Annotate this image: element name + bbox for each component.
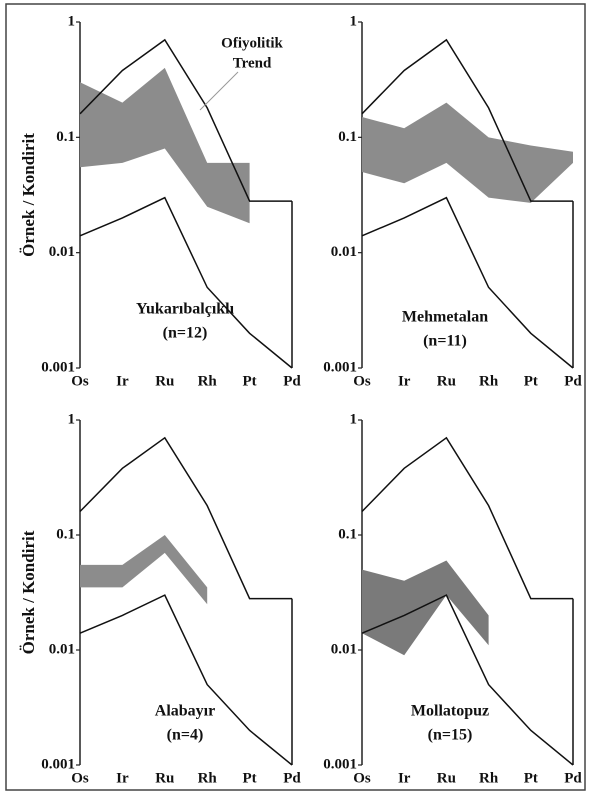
y-tick-label: 0.01 <box>49 641 75 657</box>
x-tick-label: Pt <box>524 770 538 786</box>
x-tick-label: Ru <box>437 373 456 389</box>
x-tick-label: Ir <box>116 770 129 786</box>
y-axis-label: Örnek / Kondirit <box>19 530 38 654</box>
x-tick-label: Pt <box>243 373 257 389</box>
y-tick-label: 0.01 <box>331 641 357 657</box>
trend-lower <box>361 196 574 369</box>
y-tick-label: 1 <box>68 411 76 427</box>
annotation-leader <box>199 71 239 111</box>
x-tick-label: Ir <box>398 373 411 389</box>
x-tick-label: Ir <box>398 770 411 786</box>
panel-label: Yukarıbalçıklı <box>136 301 235 318</box>
x-tick-label: Pt <box>243 770 257 786</box>
x-tick-label: Rh <box>479 770 499 786</box>
x-tick-label: Os <box>353 770 371 786</box>
x-tick-label: Ru <box>437 770 456 786</box>
x-tick-label: Rh <box>198 373 218 389</box>
y-tick-label: 0.001 <box>323 756 357 772</box>
panel-label: (n=11) <box>423 333 467 350</box>
y-tick-label: 1 <box>350 411 358 427</box>
panel-label: (n=12) <box>163 325 208 342</box>
x-tick-label: Pd <box>564 770 582 786</box>
y-tick-label: 1 <box>350 13 358 29</box>
trend-upper <box>361 436 573 600</box>
x-tick-label: Rh <box>479 373 499 389</box>
y-axis-label: Örnek / Kondirit <box>19 133 38 257</box>
panel-label: (n=4) <box>167 727 204 744</box>
x-tick-label: Ru <box>155 770 174 786</box>
x-tick-label: Ru <box>155 373 174 389</box>
annotation: Trend <box>233 55 272 71</box>
x-tick-label: Ir <box>116 373 129 389</box>
x-tick-label: Os <box>353 373 371 389</box>
y-tick-label: 1 <box>68 13 76 29</box>
sample-band <box>362 560 489 656</box>
trend-lower <box>79 196 293 369</box>
sample-band <box>362 102 573 203</box>
y-tick-label: 0.1 <box>338 526 357 542</box>
sample-band <box>80 67 250 224</box>
trend-lower <box>361 594 574 766</box>
trend-upper <box>79 436 292 600</box>
panel-label: Mollatopuz <box>411 703 489 720</box>
x-tick-label: Pd <box>564 373 582 389</box>
x-tick-label: Pd <box>283 373 301 389</box>
y-tick-label: 0.001 <box>41 756 75 772</box>
trend-upper <box>361 38 573 202</box>
sample-band <box>80 535 208 605</box>
x-tick-label: Os <box>71 373 89 389</box>
y-tick-label: 0.001 <box>41 359 75 375</box>
panel-label: Mehmetalan <box>402 309 488 326</box>
y-tick-label: 0.01 <box>331 244 357 260</box>
x-tick-label: Pd <box>283 770 301 786</box>
x-tick-label: Rh <box>198 770 218 786</box>
trend-upper <box>79 38 292 202</box>
trend-lower <box>79 594 293 766</box>
y-tick-label: 0.1 <box>56 129 75 145</box>
y-tick-label: 0.1 <box>338 129 357 145</box>
x-tick-label: Os <box>71 770 89 786</box>
y-tick-label: 0.001 <box>323 359 357 375</box>
panel-label: Alabayır <box>155 703 215 720</box>
figure-frame <box>5 3 586 791</box>
panel-label: (n=15) <box>428 727 473 744</box>
y-tick-label: 0.1 <box>56 526 75 542</box>
annotation: Ofiyolitik <box>221 35 283 51</box>
x-tick-label: Pt <box>524 373 538 389</box>
y-tick-label: 0.01 <box>49 244 75 260</box>
